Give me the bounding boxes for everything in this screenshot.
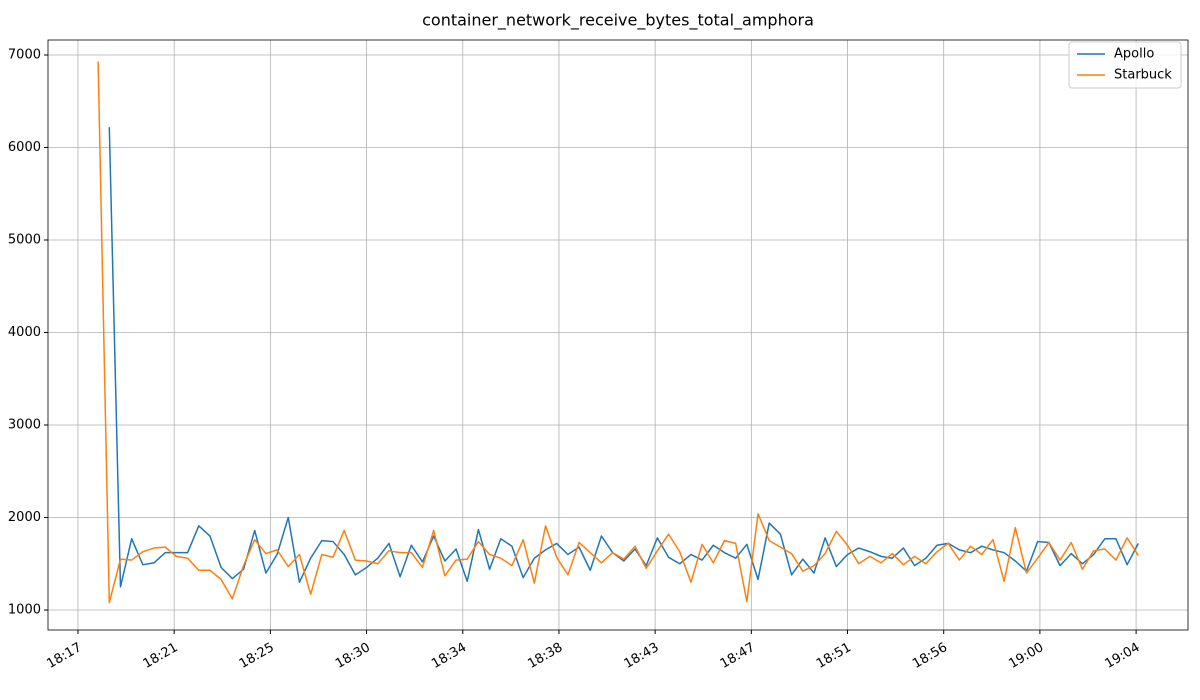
legend-label: Apollo (1114, 47, 1154, 62)
series-line (97, 61, 1139, 604)
x-tick-label: 18:38 (525, 640, 565, 672)
x-tick-label: 18:17 (44, 640, 84, 672)
chart-title: container_network_receive_bytes_total_am… (422, 11, 814, 31)
x-tick-label: 18:43 (622, 640, 662, 672)
y-tick-label: 5000 (8, 232, 41, 247)
x-tick-label: 18:25 (237, 640, 277, 672)
x-tick-label: 19:04 (1103, 640, 1143, 672)
y-tick-label: 1000 (8, 603, 41, 618)
x-tick-label: 18:51 (814, 640, 854, 672)
y-tick-label: 6000 (8, 140, 41, 155)
x-tick-label: 18:30 (333, 640, 373, 672)
x-tick-label: 18:56 (910, 640, 950, 672)
x-tick-label: 18:34 (429, 640, 469, 672)
x-tick-label: 19:00 (1006, 640, 1046, 672)
y-tick-label: 2000 (8, 510, 41, 525)
x-tick-label: 18:21 (141, 640, 181, 672)
series-line (108, 127, 1140, 588)
y-tick-label: 3000 (8, 418, 41, 433)
legend-label: Starbuck (1114, 68, 1172, 83)
x-tick-label: 18:47 (718, 640, 758, 672)
y-tick-label: 7000 (8, 47, 41, 62)
plot-frame (47, 39, 1189, 631)
y-tick-label: 4000 (8, 325, 41, 340)
